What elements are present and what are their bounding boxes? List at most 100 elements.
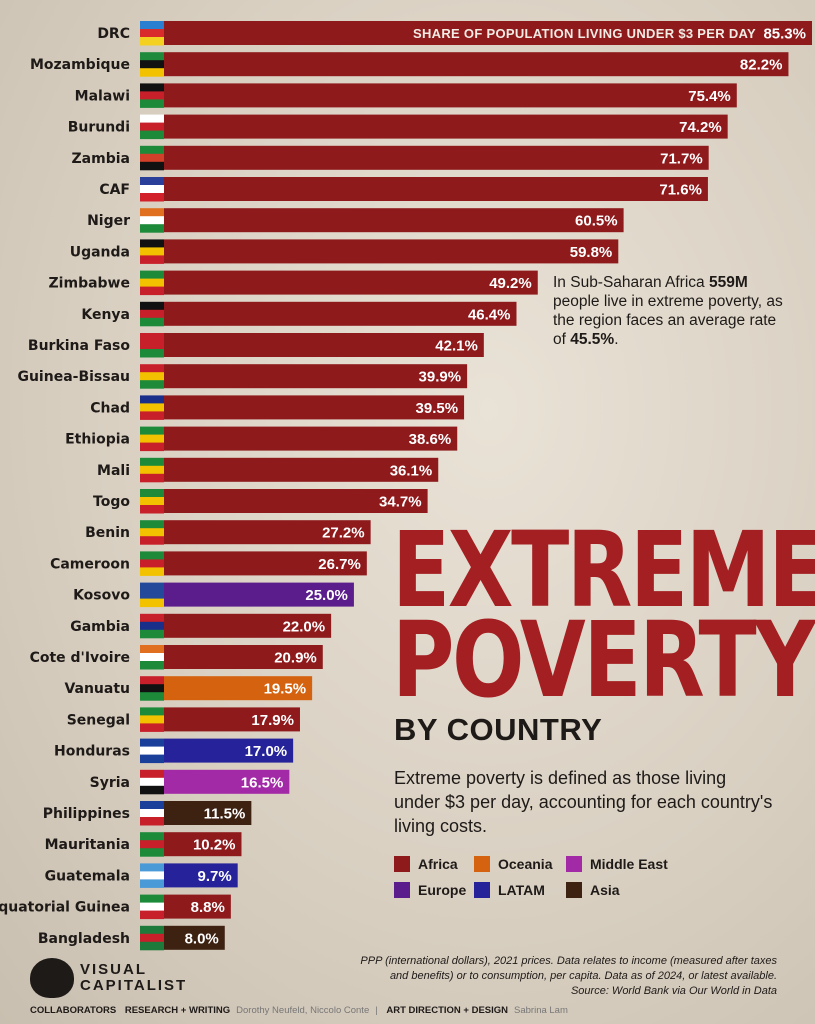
value-label: 25.0% — [305, 587, 348, 604]
credits: COLLABORATORS RESEARCH + WRITING Dorothy … — [30, 1005, 574, 1016]
bar-row: Zimbabwe 49.2% — [49, 270, 538, 296]
category-label: Guatemala — [45, 868, 130, 884]
bar — [164, 239, 619, 264]
value-label: 46.4% — [468, 306, 511, 323]
flag-stripe — [140, 21, 164, 30]
title-line-2: POVERTY — [392, 599, 815, 721]
credits-design-names: Sabrina Lam — [514, 1005, 568, 1016]
bar — [164, 676, 313, 701]
category-label: Mozambique — [30, 57, 130, 73]
bar-row: Chad 39.5% — [90, 395, 465, 420]
flag-stripe — [140, 403, 164, 412]
bar-row: Mauritania 10.2% — [45, 832, 242, 857]
bar — [164, 707, 300, 732]
bar-row: Mali 36.1% — [97, 457, 439, 483]
flag-stripe — [140, 941, 164, 951]
flag-stripe — [140, 925, 164, 935]
bar-row: Niger 60.5% — [87, 208, 624, 233]
bar-row: Zambia 71.7% — [72, 145, 709, 171]
footnote-line: PPP (international dollars), 2021 prices… — [360, 955, 777, 967]
category-label: Ethiopia — [65, 432, 130, 448]
flag-stripe — [140, 224, 164, 233]
category-label: Mali — [97, 463, 130, 479]
flag-icon — [140, 676, 164, 701]
flag-stripe — [140, 785, 164, 795]
flag-stripe — [140, 270, 164, 280]
flag-icon — [140, 769, 164, 795]
flag-stripe — [140, 715, 164, 724]
flag-stripe — [140, 286, 164, 296]
flag-stripe — [140, 122, 164, 132]
credits-label: COLLABORATORS — [30, 1005, 117, 1016]
category-label: Cameroon — [50, 556, 130, 572]
bar — [164, 145, 709, 170]
credits-separator: | — [375, 1005, 378, 1016]
flag-stripe — [140, 613, 164, 623]
bar — [164, 208, 624, 233]
flag-stripe — [140, 309, 164, 319]
flag-stripe — [140, 37, 164, 46]
footnote: PPP (international dollars), 2021 prices… — [337, 954, 777, 999]
flag-icon — [140, 395, 164, 420]
bar — [164, 52, 789, 77]
flag-stripe — [140, 364, 164, 373]
flag-stripe — [140, 661, 164, 670]
category-label: Philippines — [43, 806, 130, 822]
flag-stripe — [140, 871, 164, 880]
flag-icon — [140, 613, 164, 639]
category-label: Guinea-Bissau — [17, 369, 130, 385]
value-label: 75.4% — [688, 88, 731, 105]
flag-stripe — [140, 114, 164, 124]
value-label: 74.2% — [679, 119, 722, 136]
legend-label: LATAM — [498, 882, 545, 898]
value-label: 36.1% — [390, 462, 433, 479]
flag-stripe — [140, 333, 164, 342]
value-label: 16.5% — [241, 774, 284, 791]
bar — [164, 582, 354, 607]
bar — [164, 832, 242, 857]
footnote-line: and benefits) or to consumption, per cap… — [389, 970, 777, 982]
legend-label: Oceania — [498, 856, 553, 872]
value-label: 38.6% — [409, 431, 452, 448]
flag-icon — [140, 239, 164, 264]
credits-research-label: RESEARCH + WRITING — [124, 1005, 231, 1016]
legend-swatch — [566, 882, 582, 898]
value-label: 19.5% — [264, 681, 307, 698]
flag-icon — [140, 208, 164, 233]
note-text: . — [614, 331, 619, 348]
legend-label: Middle East — [590, 856, 668, 872]
value-label: 34.7% — [379, 494, 422, 511]
category-label: Burundi — [68, 120, 130, 136]
bar-row: Uganda 59.8% — [70, 239, 619, 264]
flag-stripe — [140, 60, 164, 69]
flag-stripe — [140, 457, 164, 467]
value-label: 11.5% — [204, 806, 246, 823]
bar-row: Equatorial Guinea 8.8% — [0, 894, 231, 920]
flag-stripe — [140, 879, 164, 888]
bar — [164, 645, 323, 669]
legend-item-europe: Europe — [394, 882, 474, 898]
flag-stripe — [140, 473, 164, 483]
value-label: 85.3% — [763, 26, 806, 43]
flag-icon — [140, 707, 164, 732]
flag-stripe — [140, 130, 164, 140]
flag-stripe — [140, 145, 164, 155]
flag-stripe — [140, 738, 164, 748]
flag-stripe — [140, 769, 164, 779]
flag-stripe — [140, 684, 164, 693]
bar — [164, 177, 708, 201]
credits-design-label: ART DIRECTION + DESIGN — [386, 1005, 509, 1016]
value-label: 82.2% — [740, 57, 783, 74]
flag-icon — [140, 426, 164, 452]
category-label: Togo — [93, 494, 130, 510]
category-label: DRC — [97, 26, 130, 42]
category-label: Zimbabwe — [49, 276, 130, 292]
flag-icon — [140, 863, 164, 888]
bar — [164, 83, 737, 108]
bar — [164, 489, 428, 513]
flag-icon — [140, 83, 164, 108]
value-label: 9.7% — [197, 868, 231, 885]
value-label: 60.5% — [575, 213, 618, 230]
flag-icon — [140, 645, 164, 670]
flag-stripe — [140, 68, 164, 77]
